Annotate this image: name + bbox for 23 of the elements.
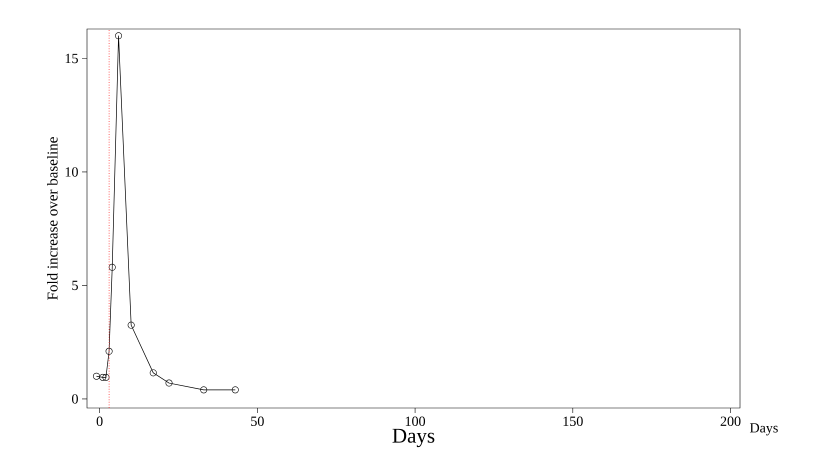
y-tick-label: 10 [66, 167, 78, 177]
y-axis-title: Fold increase over baseline [47, 137, 58, 300]
y-tick-label: 15 [66, 54, 78, 64]
point [150, 369, 157, 376]
x-axis-title: Days [392, 428, 434, 448]
point [99, 374, 106, 381]
x-tick-label: 200 [720, 416, 741, 426]
point [232, 386, 239, 394]
point [115, 32, 122, 40]
text: Days [750, 423, 778, 436]
x-tick-label: 150 [564, 416, 583, 426]
point [106, 348, 113, 355]
y-tick-label: 0 [72, 394, 78, 404]
x-tick-label: 0 [96, 416, 103, 426]
point [166, 380, 173, 387]
y-tick-label: 5 [72, 280, 78, 290]
point [92, 372, 100, 380]
point [102, 374, 110, 381]
point [200, 386, 208, 394]
x-tick-label: 50 [251, 416, 264, 426]
point [108, 264, 116, 271]
point [128, 322, 135, 329]
x-tick-label: 100 [406, 416, 426, 426]
